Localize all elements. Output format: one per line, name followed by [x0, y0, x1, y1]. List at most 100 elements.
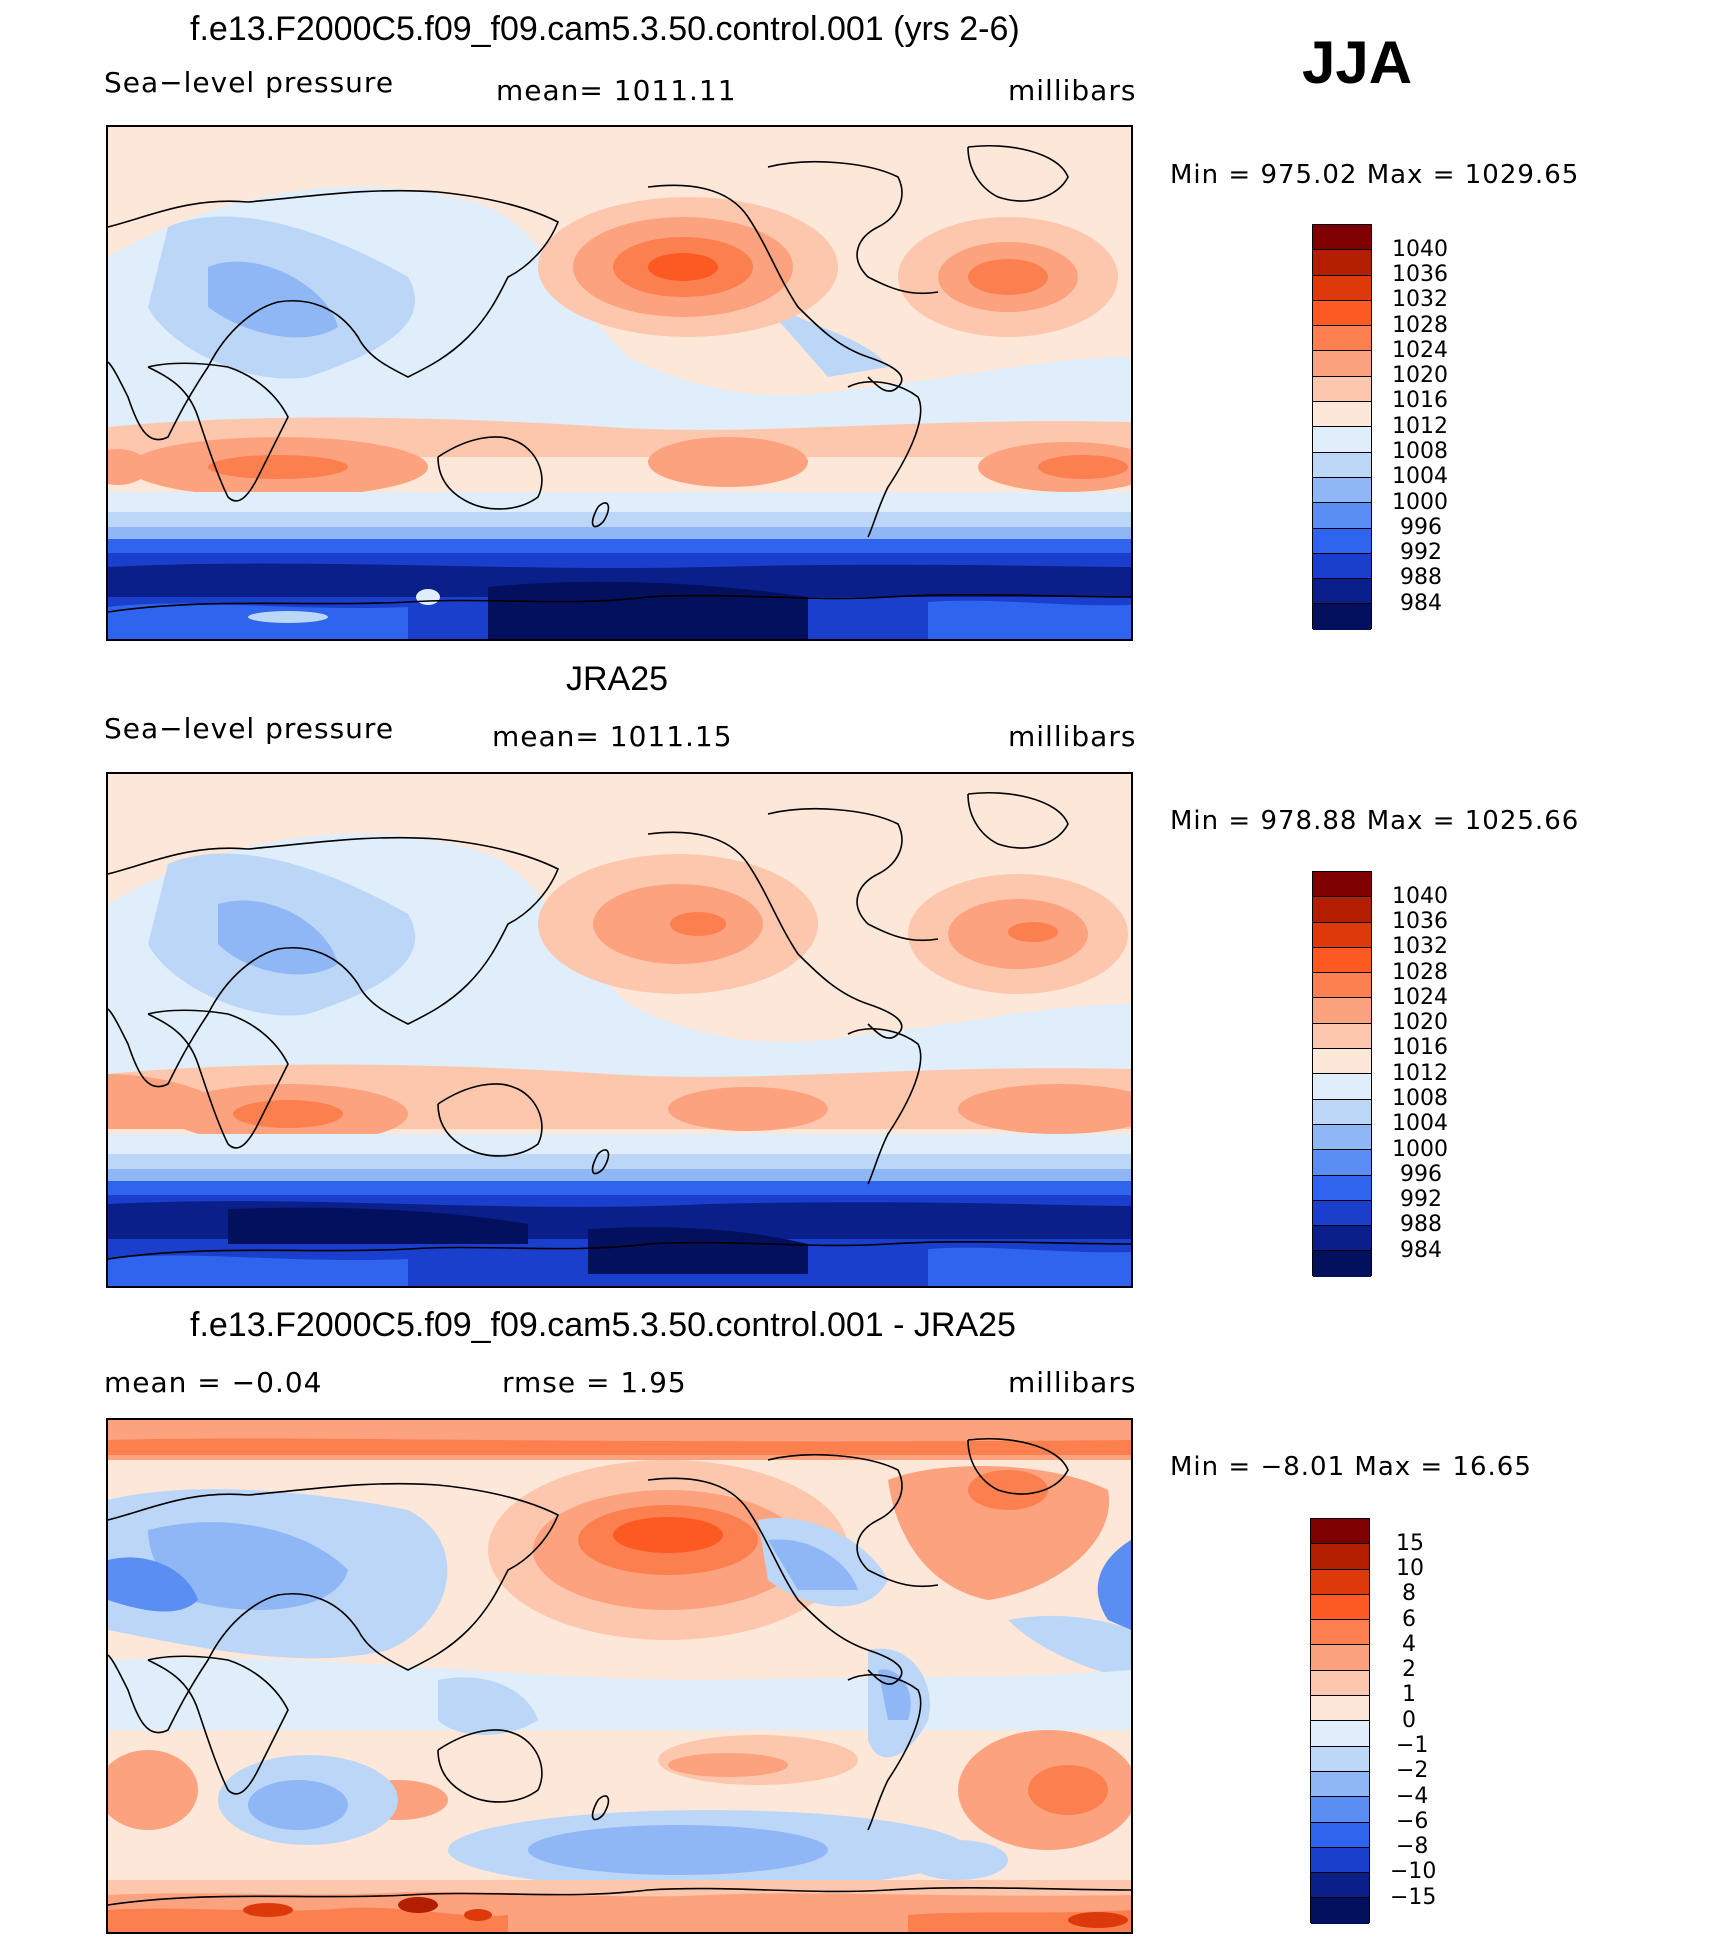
colorbar-tick-label: 1012 — [1392, 1061, 1448, 1086]
panel-3-min-max: Min = −8.01 Max = 16.65 — [1170, 1452, 1532, 1482]
colorbar-tick-label: 1000 — [1392, 1137, 1448, 1162]
panel-3-colorbar — [1310, 1518, 1370, 1924]
colorbar-swatch — [1313, 250, 1371, 276]
panel-3-map — [106, 1418, 1133, 1934]
colorbar-tick-label: −4 — [1396, 1784, 1429, 1809]
colorbar-swatch — [1311, 1519, 1369, 1545]
colorbar-swatch — [1311, 1594, 1369, 1621]
colorbar-swatch — [1313, 553, 1371, 580]
colorbar-swatch — [1313, 1023, 1371, 1050]
colorbar-swatch — [1313, 897, 1371, 923]
colorbar-tick-label: 1028 — [1392, 960, 1448, 985]
colorbar-swatch — [1313, 872, 1371, 898]
colorbar-swatch — [1313, 402, 1371, 428]
colorbar-swatch — [1311, 1847, 1369, 1874]
panel-1-mean-label: mean= 1011.11 — [496, 74, 737, 107]
colorbar-swatch — [1311, 1746, 1369, 1772]
panel-2-mean-label: mean= 1011.15 — [492, 720, 733, 753]
colorbar-tick-label: 984 — [1400, 591, 1442, 616]
colorbar-swatch — [1313, 452, 1371, 478]
panel-2-min-max: Min = 978.88 Max = 1025.66 — [1170, 806, 1580, 836]
colorbar-tick-label: 1012 — [1392, 414, 1448, 439]
colorbar-swatch — [1311, 1696, 1369, 1722]
colorbar-tick-label: 15 — [1396, 1531, 1424, 1556]
colorbar-tick-label: 4 — [1402, 1632, 1416, 1657]
colorbar-tick-label: −8 — [1396, 1834, 1429, 1859]
panel-2-title: JRA25 — [566, 660, 669, 698]
panel-3-rmse-label: rmse = 1.95 — [502, 1366, 687, 1399]
colorbar-swatch — [1313, 1074, 1371, 1100]
colorbar-swatch — [1313, 998, 1371, 1024]
colorbar-swatch — [1313, 528, 1371, 554]
colorbar-swatch — [1313, 351, 1371, 377]
colorbar-swatch — [1311, 1721, 1369, 1747]
colorbar-swatch — [1311, 1898, 1369, 1924]
colorbar-swatch — [1313, 300, 1371, 327]
colorbar-tick-label: 988 — [1400, 1212, 1442, 1237]
colorbar-tick-label: −10 — [1390, 1859, 1437, 1884]
colorbar-swatch — [1313, 973, 1371, 999]
colorbar-swatch — [1311, 1645, 1369, 1671]
colorbar-swatch — [1313, 1099, 1371, 1125]
colorbar-tick-label: 1020 — [1392, 1010, 1448, 1035]
colorbar-swatch — [1311, 1822, 1369, 1848]
colorbar-swatch — [1311, 1797, 1369, 1823]
colorbar-tick-label: −15 — [1390, 1885, 1437, 1910]
colorbar-swatch — [1313, 1200, 1371, 1227]
colorbar-tick-label: 984 — [1400, 1238, 1442, 1263]
colorbar-tick-label: 1032 — [1392, 287, 1448, 312]
colorbar-tick-label: 992 — [1400, 1187, 1442, 1212]
colorbar-tick-label: 1024 — [1392, 985, 1448, 1010]
panel-1-colorbar — [1312, 224, 1372, 630]
panel-1-title: f.e13.F2000C5.f09_f09.cam5.3.50.control.… — [190, 10, 1020, 48]
colorbar-tick-label: 6 — [1402, 1607, 1416, 1632]
colorbar-swatch — [1313, 1124, 1371, 1151]
colorbar-swatch — [1313, 579, 1371, 605]
colorbar-tick-label: 0 — [1402, 1708, 1416, 1733]
panel-1-min-max: Min = 975.02 Max = 1029.65 — [1170, 160, 1580, 190]
colorbar-swatch — [1313, 1150, 1371, 1176]
colorbar-swatch — [1313, 1251, 1371, 1277]
colorbar-swatch — [1311, 1620, 1369, 1646]
panel-2-colorbar — [1312, 871, 1372, 1277]
colorbar-swatch — [1313, 1049, 1371, 1075]
colorbar-tick-label: 988 — [1400, 565, 1442, 590]
colorbar-tick-label: 8 — [1402, 1581, 1416, 1606]
colorbar-tick-label: 1004 — [1392, 1111, 1448, 1136]
colorbar-swatch — [1311, 1771, 1369, 1798]
colorbar-swatch — [1313, 477, 1371, 504]
colorbar-swatch — [1313, 604, 1371, 630]
colorbar-tick-label: 2 — [1402, 1657, 1416, 1682]
colorbar-tick-label: 1016 — [1392, 388, 1448, 413]
colorbar-tick-label: 1032 — [1392, 934, 1448, 959]
colorbar-tick-label: 1016 — [1392, 1035, 1448, 1060]
panel-2-units-label: millibars — [1008, 720, 1137, 753]
colorbar-tick-label: 1008 — [1392, 439, 1448, 464]
colorbar-swatch — [1313, 225, 1371, 251]
colorbar-tick-label: 1004 — [1392, 464, 1448, 489]
panel-1-variable-label: Sea−level pressure — [104, 66, 395, 99]
colorbar-swatch — [1313, 275, 1371, 301]
colorbar-tick-label: 996 — [1400, 1162, 1442, 1187]
colorbar-swatch — [1311, 1569, 1369, 1595]
panel-2-variable-label: Sea−level pressure — [104, 712, 395, 745]
panel-1-map — [106, 125, 1133, 641]
colorbar-swatch — [1313, 1175, 1371, 1201]
colorbar-tick-label: 996 — [1400, 515, 1442, 540]
season-label: JJA — [1302, 29, 1413, 96]
colorbar-tick-label: 1036 — [1392, 909, 1448, 934]
colorbar-tick-label: 1008 — [1392, 1086, 1448, 1111]
colorbar-tick-label: 1 — [1402, 1682, 1416, 1707]
colorbar-swatch — [1313, 503, 1371, 529]
colorbar-tick-label: 1040 — [1392, 237, 1448, 262]
colorbar-tick-label: −1 — [1396, 1733, 1429, 1758]
colorbar-swatch — [1313, 922, 1371, 948]
colorbar-tick-label: 1020 — [1392, 363, 1448, 388]
panel-1-units-label: millibars — [1008, 74, 1137, 107]
colorbar-tick-label: 1024 — [1392, 338, 1448, 363]
colorbar-tick-label: 1036 — [1392, 262, 1448, 287]
colorbar-tick-label: −6 — [1396, 1809, 1429, 1834]
panel-3-title: f.e13.F2000C5.f09_f09.cam5.3.50.control.… — [190, 1306, 1016, 1344]
colorbar-swatch — [1313, 947, 1371, 974]
panel-3-units-label: millibars — [1008, 1366, 1137, 1399]
